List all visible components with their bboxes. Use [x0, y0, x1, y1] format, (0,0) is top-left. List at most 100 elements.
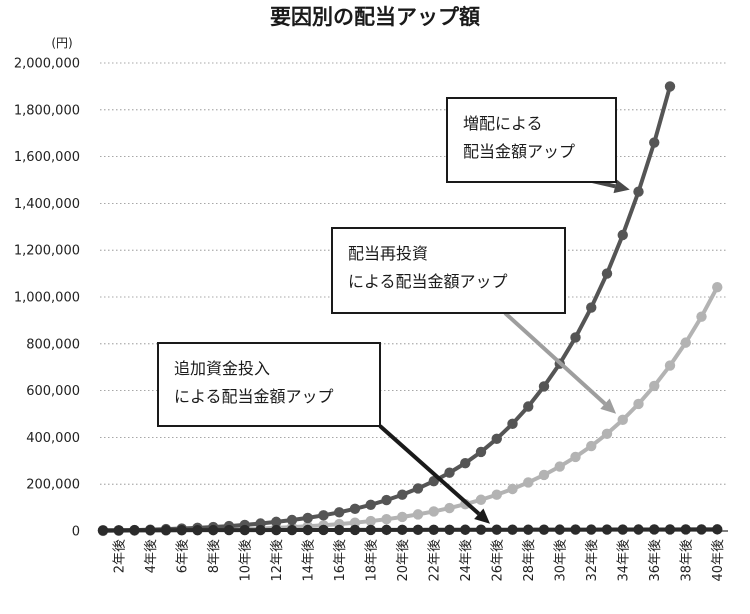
data-point	[554, 461, 565, 472]
data-point	[475, 446, 487, 458]
annotation-text: 増配による	[463, 114, 543, 133]
y-tick-label: 1,800,000	[14, 103, 80, 118]
data-point	[664, 360, 676, 371]
series-layer	[97, 81, 723, 537]
series-line	[102, 527, 718, 533]
data-point	[475, 494, 487, 505]
data-point	[554, 524, 565, 535]
annotation-box	[331, 227, 566, 314]
annotation-layer: 増配による配当金額アップ配当再投資による配当金額アップ追加資金投入による配当金額…	[157, 97, 630, 524]
x-tick-label: 10年後	[238, 539, 253, 582]
data-point	[601, 524, 613, 535]
data-point	[444, 467, 455, 478]
chart-title: 要因別の配当アップ額	[270, 5, 480, 29]
annotation-arrow-head	[600, 398, 617, 414]
data-point	[397, 524, 408, 536]
data-point	[633, 524, 644, 535]
data-point	[523, 401, 534, 412]
data-point	[491, 489, 502, 500]
x-tick-label: 30年後	[553, 539, 568, 582]
data-point	[617, 524, 628, 535]
x-tick-label: 4年後	[144, 539, 159, 573]
y-tick-label: 600,000	[26, 384, 80, 399]
data-point	[475, 524, 487, 535]
annotation-box	[157, 342, 381, 427]
data-point	[318, 524, 329, 536]
x-tick-label: 38年後	[679, 539, 694, 582]
data-point	[538, 381, 550, 392]
data-point	[460, 524, 471, 535]
data-point	[444, 502, 455, 514]
data-point	[286, 524, 298, 536]
annotation-box	[446, 97, 617, 183]
data-point	[444, 524, 455, 535]
data-point	[412, 524, 424, 536]
data-point	[365, 524, 376, 536]
x-tick-label: 34年後	[616, 539, 631, 582]
annotation-text: 配当金額アップ	[463, 142, 575, 161]
x-tick-label: 14年後	[301, 539, 316, 582]
data-point	[286, 514, 298, 526]
y-tick-label: 1,400,000	[14, 197, 80, 212]
data-point	[397, 489, 408, 500]
data-point	[97, 525, 109, 536]
x-tick-label: 8年後	[207, 539, 222, 573]
y-unit-label: (円)	[51, 36, 72, 50]
x-tick-label: 40年後	[711, 539, 726, 582]
x-tick-label: 32年後	[585, 539, 600, 582]
data-point	[586, 524, 597, 535]
data-point	[365, 499, 376, 510]
x-tick-label: 16年後	[333, 539, 348, 582]
y-tick-label: 0	[72, 525, 80, 540]
data-point	[302, 524, 313, 536]
data-point	[239, 524, 250, 536]
data-point	[712, 524, 723, 535]
annotation-text: による配当金額アップ	[174, 387, 334, 406]
data-point	[633, 398, 644, 410]
data-point	[664, 81, 676, 92]
y-tick-label: 1,600,000	[14, 150, 80, 165]
data-point	[192, 524, 203, 536]
y-tick-label: 2,000,000	[14, 57, 80, 72]
data-point	[271, 524, 282, 536]
data-point	[397, 511, 408, 523]
data-point	[334, 524, 345, 536]
data-point	[113, 525, 124, 536]
data-point	[601, 268, 613, 279]
data-point	[460, 457, 471, 469]
data-point	[664, 524, 676, 535]
data-point	[570, 451, 581, 463]
data-point	[507, 483, 518, 495]
x-tick-label: 12年後	[270, 539, 285, 582]
data-point	[318, 510, 329, 521]
data-point	[696, 311, 707, 322]
x-tick-label: 24年後	[459, 539, 474, 582]
x-tick-label: 2年後	[112, 539, 127, 573]
y-tick-label: 1,000,000	[14, 291, 80, 306]
data-point	[523, 524, 534, 535]
data-point	[633, 186, 644, 197]
data-point	[223, 524, 235, 536]
annotation-arrow-head	[613, 179, 630, 194]
y-tick-label: 800,000	[26, 337, 80, 352]
data-point	[649, 137, 660, 148]
data-point	[428, 506, 439, 517]
data-point	[381, 494, 392, 506]
data-point	[412, 509, 424, 520]
x-tick-label: 26年後	[490, 539, 505, 582]
annotation-arrow-line	[503, 311, 607, 406]
data-point	[160, 525, 172, 536]
data-point	[349, 503, 361, 514]
data-point	[523, 477, 534, 488]
x-tick-label: 22年後	[427, 539, 442, 582]
x-tick-label: 6年後	[175, 539, 190, 573]
data-point	[145, 525, 156, 536]
y-tick-label: 200,000	[26, 478, 80, 493]
data-point	[696, 524, 707, 535]
data-point	[334, 507, 345, 518]
x-axis-ticks: 2年後 4年後 6年後 8年後 10年後 12年後 14年後 16年後 18年後 20年後 22年後…	[112, 539, 726, 582]
